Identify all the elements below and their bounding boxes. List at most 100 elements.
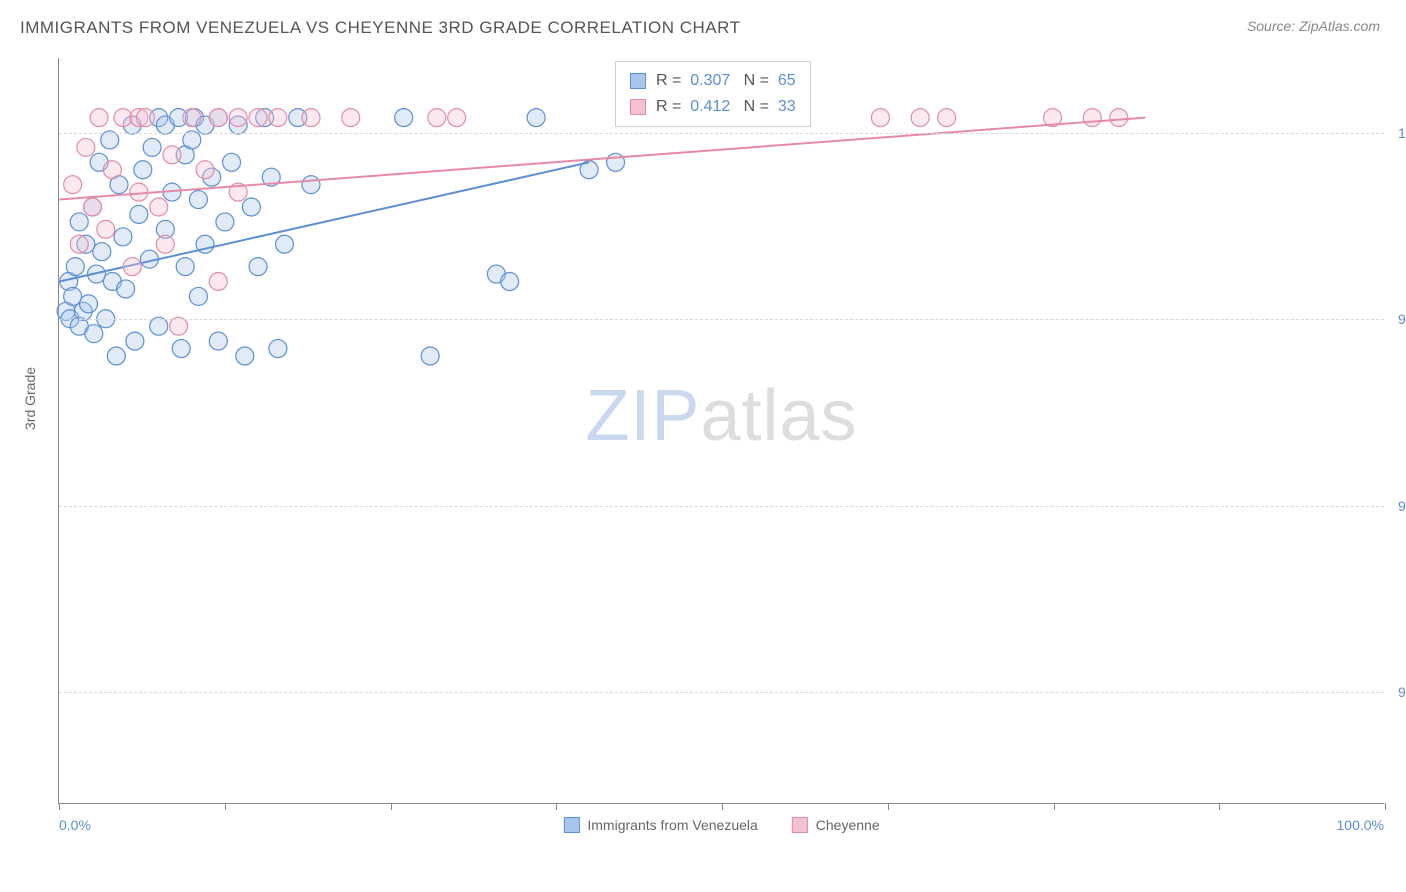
scatter-point — [501, 273, 519, 291]
stats-row: R = 0.307 N = 65 — [630, 68, 796, 94]
scatter-point — [421, 347, 439, 365]
scatter-point — [97, 220, 115, 238]
scatter-point — [143, 138, 161, 156]
scatter-point — [269, 109, 287, 127]
x-axis-max-label: 100.0% — [1337, 817, 1384, 833]
scatter-point — [90, 109, 108, 127]
legend-swatch — [630, 73, 646, 89]
stats-legend-box: R = 0.307 N = 65R = 0.412 N = 33 — [615, 61, 811, 127]
scatter-point — [172, 340, 190, 358]
scatter-point — [269, 340, 287, 358]
scatter-point — [107, 347, 125, 365]
scatter-point — [216, 213, 234, 231]
trend-line — [59, 118, 1145, 200]
scatter-point — [77, 138, 95, 156]
scatter-point — [163, 146, 181, 164]
x-tick — [391, 803, 392, 810]
scatter-point — [136, 109, 154, 127]
x-tick — [59, 803, 60, 810]
gridline — [59, 506, 1384, 507]
scatter-point — [223, 153, 241, 171]
scatter-point — [1110, 109, 1128, 127]
scatter-point — [527, 109, 545, 127]
scatter-point — [276, 235, 294, 253]
scatter-point — [871, 109, 889, 127]
scatter-point — [607, 153, 625, 171]
scatter-point — [189, 191, 207, 209]
scatter-point — [84, 198, 102, 216]
scatter-point — [70, 213, 88, 231]
legend-item: Immigrants from Venezuela — [563, 817, 757, 833]
x-tick — [556, 803, 557, 810]
stats-text: R = 0.412 N = 33 — [656, 94, 796, 120]
scatter-point — [64, 176, 82, 194]
scatter-point — [117, 280, 135, 298]
stats-text: R = 0.307 N = 65 — [656, 68, 796, 94]
scatter-point — [66, 258, 84, 276]
scatter-point — [93, 243, 111, 261]
x-axis-min-label: 0.0% — [59, 817, 91, 833]
scatter-point — [209, 273, 227, 291]
gridline — [59, 133, 1384, 134]
scatter-point — [302, 176, 320, 194]
scatter-point — [209, 332, 227, 350]
scatter-point — [156, 235, 174, 253]
scatter-point — [911, 109, 929, 127]
legend-swatch — [630, 99, 646, 115]
scatter-point — [209, 109, 227, 127]
scatter-point — [236, 347, 254, 365]
scatter-point — [249, 109, 267, 127]
source-label: Source: ZipAtlas.com — [1247, 18, 1380, 34]
scatter-point — [249, 258, 267, 276]
scatter-point — [196, 161, 214, 179]
scatter-point — [302, 109, 320, 127]
scatter-point — [176, 258, 194, 276]
scatter-point — [448, 109, 466, 127]
y-axis-label: 3rd Grade — [22, 367, 38, 430]
scatter-point — [938, 109, 956, 127]
legend-item: Cheyenne — [792, 817, 880, 833]
legend-label: Cheyenne — [816, 817, 880, 833]
gridline — [59, 319, 1384, 320]
x-tick — [888, 803, 889, 810]
x-tick — [1054, 803, 1055, 810]
scatter-point — [114, 109, 132, 127]
legend-label: Immigrants from Venezuela — [587, 817, 757, 833]
x-tick — [1385, 803, 1386, 810]
scatter-point — [150, 198, 168, 216]
scatter-point — [229, 109, 247, 127]
scatter-point — [103, 161, 121, 179]
scatter-point — [123, 258, 141, 276]
scatter-point — [1083, 109, 1101, 127]
scatter-point — [64, 287, 82, 305]
scatter-point — [342, 109, 360, 127]
legend-swatch — [792, 817, 808, 833]
scatter-point — [183, 131, 201, 149]
legend-swatch — [563, 817, 579, 833]
y-tick-label: 92.5% — [1388, 684, 1406, 700]
scatter-point — [130, 205, 148, 223]
scatter-point — [189, 287, 207, 305]
x-tick — [225, 803, 226, 810]
scatter-point — [80, 295, 98, 313]
plot-area: ZIPatlas R = 0.307 N = 65R = 0.412 N = 3… — [58, 58, 1384, 804]
scatter-point — [428, 109, 446, 127]
scatter-point — [183, 109, 201, 127]
scatter-point — [395, 109, 413, 127]
y-tick-label: 97.5% — [1388, 311, 1406, 327]
scatter-point — [85, 325, 103, 343]
chart-title: IMMIGRANTS FROM VENEZUELA VS CHEYENNE 3R… — [20, 18, 740, 38]
stats-row: R = 0.412 N = 33 — [630, 94, 796, 120]
x-tick — [1219, 803, 1220, 810]
y-tick-label: 95.0% — [1388, 498, 1406, 514]
scatter-point — [70, 235, 88, 253]
y-tick-label: 100.0% — [1388, 125, 1406, 141]
scatter-point — [134, 161, 152, 179]
scatter-point — [126, 332, 144, 350]
gridline — [59, 692, 1384, 693]
x-tick — [722, 803, 723, 810]
scatter-point — [114, 228, 132, 246]
scatter-point — [242, 198, 260, 216]
scatter-point — [101, 131, 119, 149]
bottom-legend: Immigrants from Venezuela Cheyenne — [563, 817, 879, 833]
